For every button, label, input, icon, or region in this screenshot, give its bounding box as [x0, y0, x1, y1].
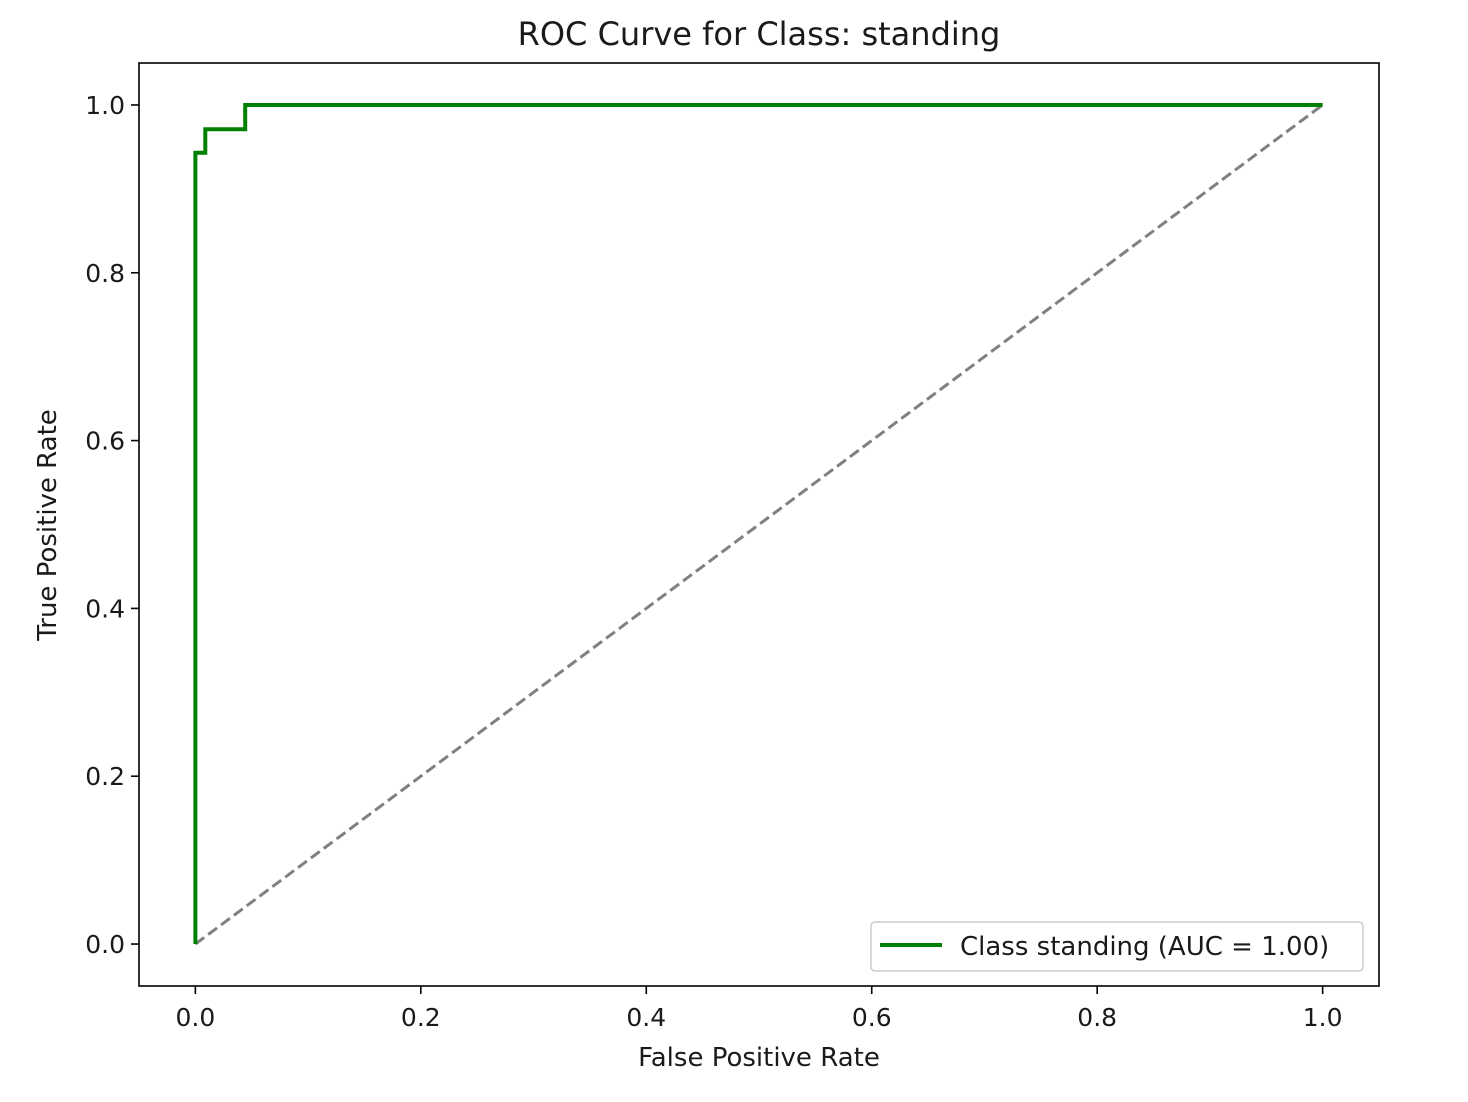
axes-ticks: 0.0 0.2 0.4 0.6 0.8 1.0 0.0 0.2 0.4 0.6 0.8 1.0	[85, 91, 1342, 1032]
x-tick-label: 0.0	[175, 1003, 215, 1032]
y-axis-label: True Positive Rate	[33, 409, 63, 642]
x-tick-label: 0.8	[1077, 1003, 1117, 1032]
x-tick-label: 0.2	[401, 1003, 441, 1032]
y-tick-label: 0.2	[85, 762, 125, 791]
plot-area	[193, 102, 1324, 946]
chart-title: ROC Curve for Class: standing	[518, 15, 1001, 53]
y-tick-label: 1.0	[85, 91, 125, 120]
legend: Class standing (AUC = 1.00)	[870, 921, 1364, 972]
roc-curve-line	[193, 102, 1323, 945]
axes-frame	[138, 62, 1380, 987]
y-tick-label: 0.0	[85, 930, 125, 959]
legend-box	[870, 921, 1364, 972]
y-tick-label: 0.6	[85, 427, 125, 456]
y-tick-label: 0.4	[85, 594, 125, 623]
x-tick-label: 0.4	[626, 1003, 666, 1032]
y-tick-label: 0.8	[85, 259, 125, 288]
x-axis-label: False Positive Rate	[638, 1043, 880, 1073]
x-tick-label: 0.6	[852, 1003, 892, 1032]
x-tick-label: 1.0	[1303, 1003, 1343, 1032]
legend-label: Class standing (AUC = 1.00)	[960, 932, 1329, 962]
diagonal-reference-line	[194, 103, 1324, 946]
